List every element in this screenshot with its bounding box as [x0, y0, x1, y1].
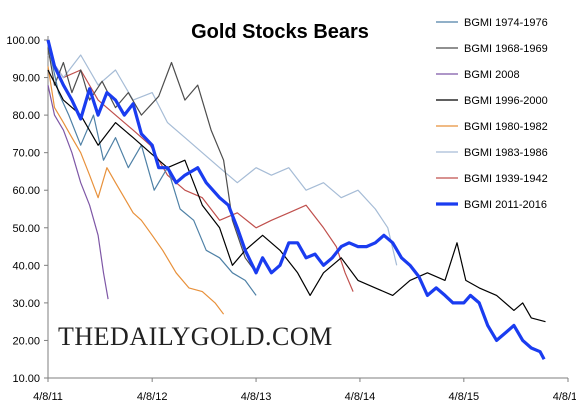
- x-tick-label: 4/8/13: [241, 391, 272, 403]
- legend: BGMI 1974-1976 BGMI 1968-1969 BGMI 2008 BGM…: [436, 17, 548, 211]
- watermark: THEDAILYGOLD.COM: [58, 322, 333, 351]
- series-line-bgmi-2011-2016: [46, 39, 546, 360]
- legend-label: BGMI 2008: [464, 69, 520, 81]
- x-tick-label: 4/8/16: [553, 391, 576, 403]
- legend-label: BGMI 1974-1976: [464, 17, 548, 29]
- legend-label: BGMI 1980-1982: [464, 121, 548, 133]
- y-tick-label: 60.00: [12, 185, 40, 197]
- x-tick-label: 4/8/12: [137, 391, 168, 403]
- y-tick-label: 80.00: [12, 110, 40, 122]
- x-tick-label: 4/8/15: [449, 391, 480, 403]
- y-tick-label: 30.00: [12, 298, 40, 310]
- y-tick-label: 100.00: [6, 35, 40, 47]
- legend-label: BGMI 1996-2000: [464, 95, 548, 107]
- x-tick-label: 4/8/11: [33, 391, 63, 403]
- x-axis: 4/8/11 4/8/12 4/8/13 4/8/14 4/8/15 4/8/16: [33, 377, 576, 403]
- y-tick-label: 20.00: [12, 335, 40, 347]
- series-line-bgmi-1939-1942: [47, 54, 354, 292]
- x-tick-label: 4/8/14: [345, 391, 376, 403]
- legend-label: BGMI 2011-2016: [464, 199, 547, 211]
- legend-label: BGMI 1939-1942: [464, 173, 548, 185]
- series-line-bgmi-1980-1982: [47, 66, 225, 315]
- series-line-bgmi-1996-2000: [47, 69, 546, 323]
- series-layer: [46, 39, 546, 360]
- y-tick-label: 50.00: [12, 223, 40, 235]
- y-tick-label: 10.00: [12, 373, 40, 385]
- chart-title: Gold Stocks Bears: [191, 21, 369, 43]
- y-axis: 10.00 20.00 30.00 40.00 50.00 60.00 70.00 80.00…: [6, 35, 49, 385]
- y-tick-label: 70.00: [12, 148, 40, 160]
- legend-label: BGMI 1968-1969: [464, 43, 548, 55]
- y-tick-label: 90.00: [12, 73, 40, 85]
- series-line-bgmi-1974-1976: [47, 43, 257, 296]
- series-line-bgmi-1968-1969: [47, 47, 257, 274]
- series-line-bgmi-2008: [47, 84, 109, 300]
- legend-label: BGMI 1983-1986: [464, 147, 548, 159]
- series-line-bgmi-1983-1986: [47, 54, 398, 266]
- y-tick-label: 40.00: [12, 260, 40, 272]
